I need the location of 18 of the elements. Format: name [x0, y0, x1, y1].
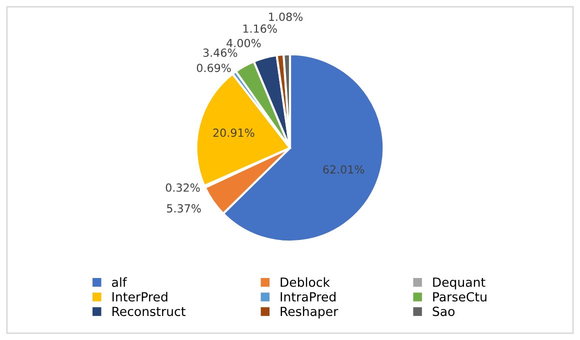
data-label: 3.46%	[203, 48, 238, 57]
legend-label: Dequant	[433, 278, 486, 290]
legend-label: alf	[112, 277, 128, 287]
data-label: 20.91%	[213, 128, 254, 137]
legend-label: Sao	[432, 306, 455, 316]
legend-label: ParseCtu	[433, 292, 486, 302]
data-label: 4.00%	[226, 38, 261, 48]
data-label: 62.01%	[323, 165, 364, 174]
legend-label: InterPred	[112, 292, 168, 302]
legend-label: Reshaper	[280, 306, 338, 319]
data-label: 0.69%	[196, 64, 231, 72]
data-label: 1.08%	[269, 12, 303, 22]
legend-label: Reconstruct	[112, 306, 186, 316]
data-label: 5.37%	[167, 204, 201, 213]
legend-label: Deblock	[280, 277, 330, 287]
legend-label: IntraPred	[280, 292, 336, 302]
data-label: 1.16%	[243, 24, 277, 33]
data-label: 0.32%	[166, 183, 200, 192]
